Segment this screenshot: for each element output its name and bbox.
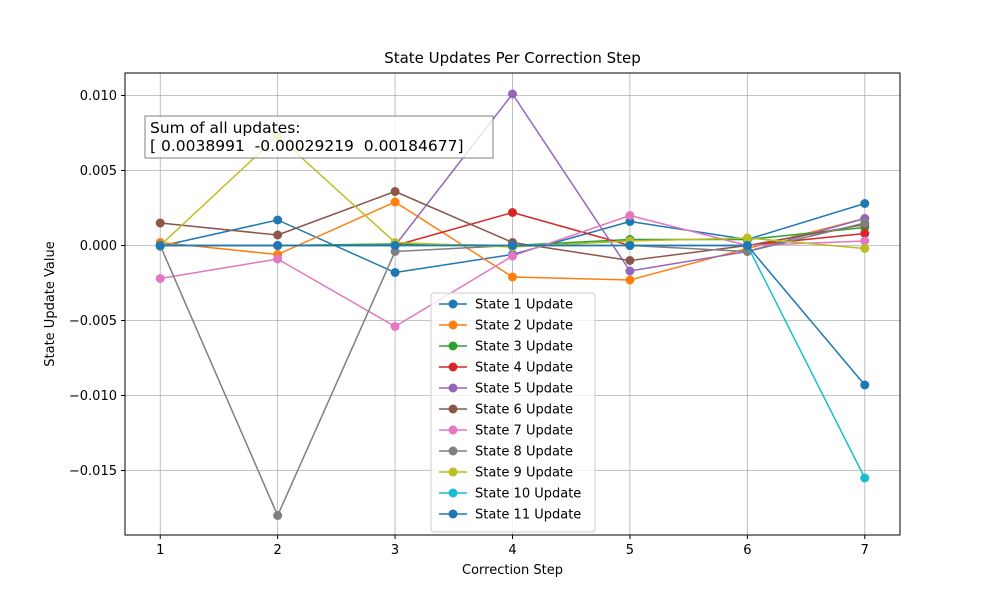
data-point bbox=[860, 244, 870, 253]
x-tick-label: 3 bbox=[391, 543, 399, 558]
legend-label: State 9 Update bbox=[475, 466, 573, 481]
data-point bbox=[860, 473, 870, 483]
series-11 bbox=[155, 241, 870, 390]
axes: 1 2 3 4 5 6 7 −0.015 −0.010 −0.005 0.000 0.005 0.010 bbox=[69, 89, 869, 558]
data-point bbox=[273, 511, 283, 520]
data-point bbox=[273, 254, 283, 264]
legend-marker bbox=[448, 362, 458, 372]
legend-item: State 1 Update bbox=[439, 298, 573, 313]
data-point bbox=[508, 89, 517, 99]
legend-label: State 1 Update bbox=[475, 298, 573, 313]
legend-item: State 7 Update bbox=[439, 424, 573, 439]
legend-label: State 10 Update bbox=[475, 487, 581, 502]
data-point bbox=[860, 229, 870, 238]
data-point bbox=[155, 241, 165, 250]
data-point bbox=[155, 218, 165, 228]
data-point bbox=[273, 241, 283, 250]
y-tick-label: −0.015 bbox=[69, 464, 117, 479]
legend-label: State 5 Update bbox=[475, 382, 573, 397]
data-point bbox=[625, 211, 635, 220]
series-lines bbox=[155, 89, 870, 520]
x-tick-label: 6 bbox=[743, 543, 751, 558]
data-point bbox=[390, 187, 400, 196]
data-point bbox=[155, 274, 165, 283]
data-point bbox=[390, 268, 400, 277]
legend-label: State 6 Update bbox=[475, 403, 573, 418]
x-tick-label: 7 bbox=[861, 543, 869, 558]
legend-item: State 6 Update bbox=[439, 403, 573, 418]
data-point bbox=[390, 241, 400, 250]
y-tick-label: 0.010 bbox=[80, 89, 117, 104]
legend-marker bbox=[448, 320, 458, 330]
legend-item: State 11 Update bbox=[439, 508, 581, 523]
legend-item: State 2 Update bbox=[439, 319, 573, 334]
sum-annotation: Sum of all updates: [ 0.0038991 -0.00029… bbox=[144, 115, 494, 159]
y-tick-label: −0.010 bbox=[69, 389, 117, 404]
annotation-line-2: [ 0.0038991 -0.00029219 0.00184677] bbox=[150, 137, 464, 155]
legend-label: State 7 Update bbox=[475, 424, 573, 439]
legend-marker bbox=[448, 509, 458, 519]
legend-item: State 5 Update bbox=[439, 382, 573, 397]
x-tick-label: 4 bbox=[508, 543, 516, 558]
data-point bbox=[390, 197, 400, 207]
legend: State 1 Update State 2 Update State 3 Upda… bbox=[430, 292, 596, 533]
data-point bbox=[860, 380, 870, 390]
annotation-box bbox=[144, 115, 494, 159]
legend-marker bbox=[448, 425, 458, 435]
data-point bbox=[508, 251, 517, 261]
data-point bbox=[508, 241, 517, 250]
data-point bbox=[273, 215, 283, 225]
legend-label: State 2 Update bbox=[475, 319, 573, 334]
legend-marker bbox=[448, 404, 458, 414]
legend-label: State 8 Update bbox=[475, 445, 573, 460]
data-point bbox=[273, 230, 283, 240]
data-point bbox=[742, 233, 752, 243]
legend-marker bbox=[448, 383, 458, 393]
data-point bbox=[625, 241, 635, 250]
x-axis-label: Correction Step bbox=[462, 563, 563, 578]
legend-label: State 3 Update bbox=[475, 340, 573, 355]
legend-marker bbox=[448, 299, 458, 309]
data-point bbox=[625, 266, 635, 276]
legend-label: State 4 Update bbox=[475, 361, 573, 376]
legend-box bbox=[430, 292, 596, 533]
data-point bbox=[390, 322, 400, 331]
data-point bbox=[860, 218, 870, 228]
legend-item: State 9 Update bbox=[439, 466, 573, 481]
y-tick-label: 0.005 bbox=[80, 164, 117, 179]
legend-marker bbox=[448, 467, 458, 477]
data-point bbox=[742, 241, 752, 250]
x-tick-label: 5 bbox=[626, 543, 634, 558]
legend-item: State 10 Update bbox=[439, 487, 581, 502]
data-point bbox=[625, 275, 635, 285]
legend-marker bbox=[448, 341, 458, 351]
legend-marker bbox=[448, 446, 458, 456]
y-tick-label: 0.000 bbox=[80, 239, 117, 254]
y-axis-label: State Update Value bbox=[43, 241, 58, 366]
legend-item: State 3 Update bbox=[439, 340, 573, 355]
legend-label: State 11 Update bbox=[475, 508, 581, 523]
data-point bbox=[625, 256, 635, 265]
x-tick-label: 1 bbox=[156, 543, 164, 558]
legend-marker bbox=[448, 488, 458, 498]
x-tick-label: 2 bbox=[274, 543, 282, 558]
legend-item: State 4 Update bbox=[439, 361, 573, 376]
data-point bbox=[860, 199, 870, 208]
y-tick-label: −0.005 bbox=[69, 314, 117, 329]
annotation-line-1: Sum of all updates: bbox=[150, 119, 301, 137]
chart-title: State Updates Per Correction Step bbox=[384, 49, 641, 67]
data-point bbox=[508, 272, 517, 282]
data-point bbox=[508, 208, 517, 217]
legend-item: State 8 Update bbox=[439, 445, 573, 460]
data-point bbox=[860, 236, 870, 246]
